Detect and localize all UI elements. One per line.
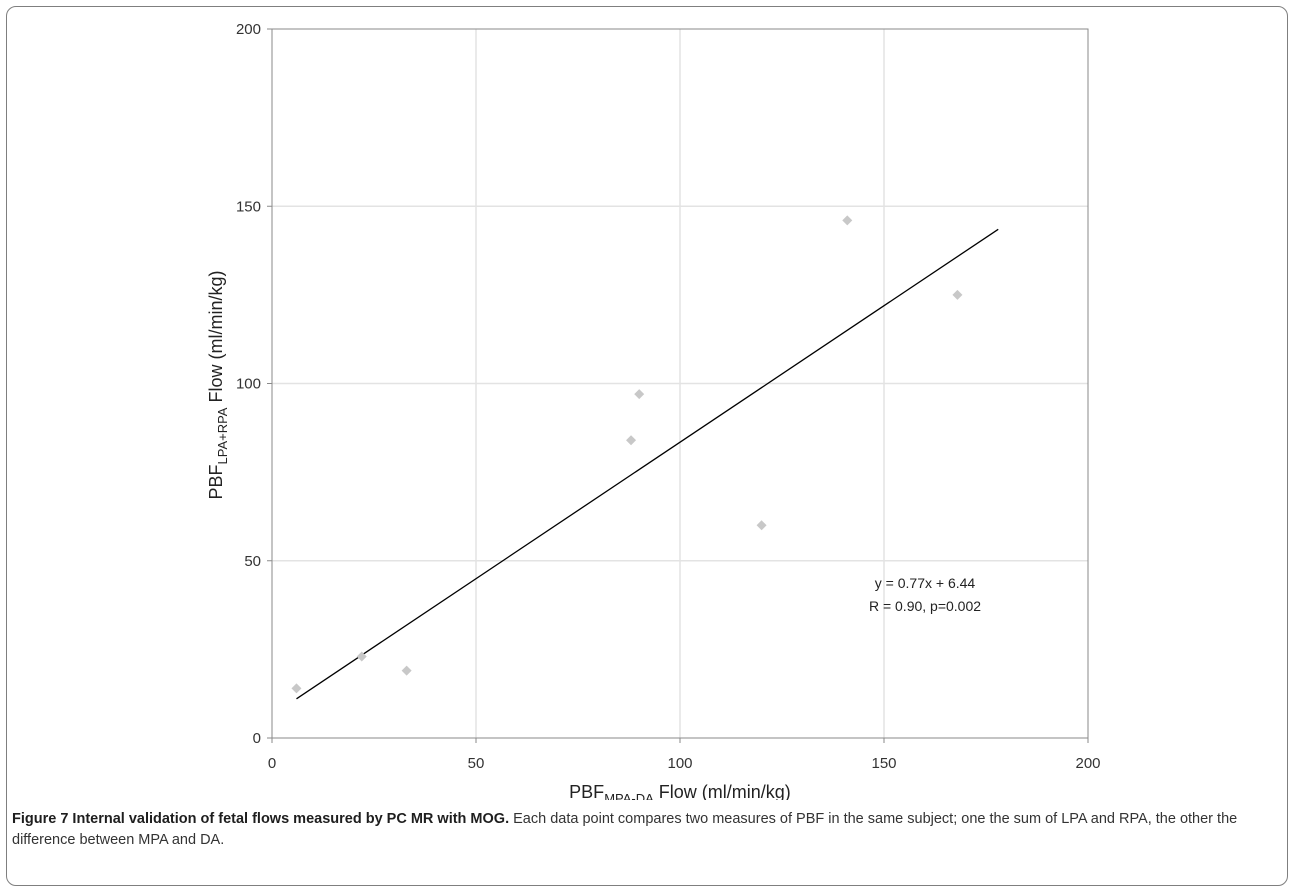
regression-stats: R = 0.90, p=0.002 [869,598,981,614]
y-tick-label-0: 0 [253,730,261,747]
y-tick-label-1: 50 [244,553,261,570]
x-axis-title: PBFMPA-DA Flow (ml/min/kg) [569,782,791,800]
data-point-5 [756,520,767,531]
trendline-group [296,228,999,700]
data-points [291,215,963,694]
y-axis-title: PBFLPA+RPA Flow (ml/min/kg) [206,271,230,500]
y-tick-label-2: 100 [236,376,261,393]
data-point-1 [356,651,367,662]
y-tick-label-3: 150 [236,198,261,215]
y-tick-label-4: 200 [236,21,261,38]
caption-text: Each data point compares two measures of… [12,811,1238,848]
x-axis-title-sub: MPA-DA [604,791,654,800]
tick-labels: 0 50 100 150 200 0 50 100 150 200 [236,21,1101,772]
data-point-2 [401,665,412,676]
data-point-7 [952,289,963,300]
data-point-6 [842,215,853,226]
figure-caption: Figure 7 Internal validation of fetal fl… [12,809,1282,851]
x-axis-title-main: PBF [569,782,604,800]
data-point-0 [291,683,302,694]
trendline [296,228,999,700]
data-point-4 [634,389,645,400]
x-tick-label-2: 100 [667,755,692,772]
x-tick-label-4: 200 [1075,755,1100,772]
regression-equation: y = 0.77x + 6.44 [875,575,976,591]
y-axis-title-main: PBF [206,464,226,499]
y-axis-title-sub: LPA+RPA [215,407,230,464]
x-tick-label-1: 50 [468,755,485,772]
data-point-3 [626,435,637,446]
grid [272,29,1088,738]
y-axis-title-rest: Flow (ml/min/kg) [206,271,226,408]
x-axis-title-rest: Flow (ml/min/kg) [654,782,791,800]
x-tick-label-3: 150 [871,755,896,772]
axes [267,28,1089,743]
x-tick-label-0: 0 [268,755,276,772]
scatter-chart: 0 50 100 150 200 0 50 100 150 200 y = 0.77x + 6.4… [206,21,1101,800]
caption-title: Figure 7 Internal validation of fetal fl… [12,811,510,827]
